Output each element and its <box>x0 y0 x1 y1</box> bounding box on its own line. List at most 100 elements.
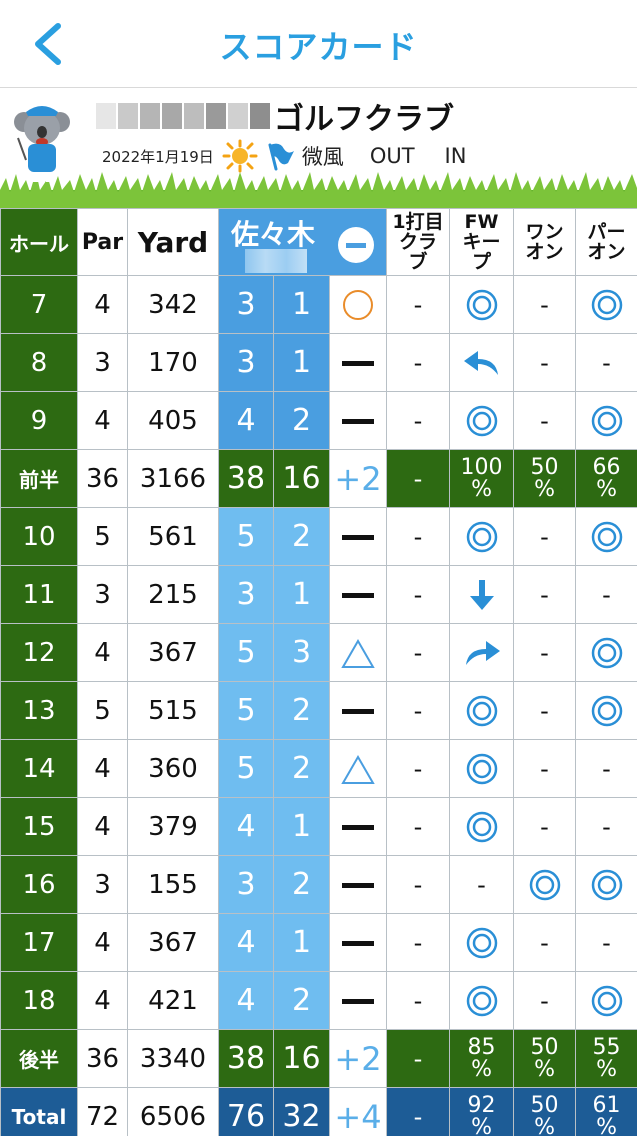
koala-mascot-icon <box>14 106 70 182</box>
first-club-cell[interactable]: - <box>386 507 451 566</box>
first-club-cell[interactable]: - <box>386 623 451 682</box>
score-mark <box>328 565 388 624</box>
strokes-value[interactable]: 3 <box>218 855 274 914</box>
first-club-cell[interactable]: - <box>386 275 451 334</box>
strokes-value[interactable]: 4 <box>218 797 274 856</box>
fw-keep-cell[interactable] <box>449 797 515 856</box>
strokes-value[interactable]: 5 <box>218 739 274 798</box>
one-on-cell[interactable]: - <box>513 971 577 1030</box>
hole-row[interactable]: 11 3 215 3 1- - - <box>0 565 637 624</box>
fw-keep-cell[interactable] <box>449 623 515 682</box>
par-on-cell[interactable] <box>575 275 637 334</box>
hole-row[interactable]: 15 4 379 4 1- - - <box>0 797 637 856</box>
strokes-value[interactable]: 3 <box>218 333 274 392</box>
putts-value[interactable]: 1 <box>273 333 330 392</box>
putts-value[interactable]: 2 <box>273 391 330 450</box>
strokes-value[interactable]: 5 <box>218 681 274 740</box>
fw-keep-cell[interactable] <box>449 333 515 392</box>
first-club-cell[interactable]: - <box>386 913 451 972</box>
one-on-cell[interactable]: - <box>513 797 577 856</box>
fw-keep-cell[interactable] <box>449 565 515 624</box>
hole-row[interactable]: 9 4 405 4 2- - <box>0 391 637 450</box>
first-club-cell[interactable]: - <box>386 971 451 1030</box>
putts-value[interactable]: 2 <box>273 507 330 566</box>
putts-value[interactable]: 1 <box>273 565 330 624</box>
one-on-cell[interactable]: - <box>513 391 577 450</box>
hole-row[interactable]: 7 4 342 3 1- - <box>0 275 637 334</box>
putts-value[interactable]: 3 <box>273 623 330 682</box>
par-on-cell[interactable] <box>575 507 637 566</box>
hole-row[interactable]: 14 4 360 5 2- - - <box>0 739 637 798</box>
first-club-cell[interactable]: - <box>386 565 451 624</box>
hole-row[interactable]: 13 5 515 5 2- - <box>0 681 637 740</box>
first-club-cell[interactable]: - <box>386 333 451 392</box>
putts-value[interactable]: 1 <box>273 797 330 856</box>
par-on-cell[interactable]: - <box>575 913 637 972</box>
putts-value[interactable]: 2 <box>273 855 330 914</box>
strokes-value[interactable]: 4 <box>218 391 274 450</box>
strokes-value[interactable]: 3 <box>218 275 274 334</box>
fw-keep-cell[interactable] <box>449 275 515 334</box>
one-on-cell[interactable]: - <box>513 507 577 566</box>
par-on-cell[interactable] <box>575 971 637 1030</box>
par-on-cell[interactable]: - <box>575 739 637 798</box>
one-on-cell[interactable]: - <box>513 739 577 798</box>
putts-value[interactable]: 1 <box>273 913 330 972</box>
par-on-cell[interactable] <box>575 681 637 740</box>
putts-value[interactable]: 1 <box>273 275 330 334</box>
strokes-value[interactable]: 5 <box>218 507 274 566</box>
strokes-value[interactable]: 4 <box>218 971 274 1030</box>
first-club-cell[interactable]: - <box>386 391 451 450</box>
fw-keep-cell[interactable] <box>449 391 515 450</box>
table-header-row: ホール Par Yard 佐々木 1打目 クラ ブ FW キー プ ワン オン <box>0 208 637 276</box>
hole-number: Total <box>0 1087 78 1136</box>
first-club-cell[interactable]: - <box>386 797 451 856</box>
par-on-cell[interactable] <box>575 855 637 914</box>
hole-number: 17 <box>0 913 78 972</box>
fw-keep-cell[interactable] <box>449 971 515 1030</box>
par-on-cell[interactable] <box>575 391 637 450</box>
one-on-cell[interactable]: - <box>513 623 577 682</box>
fw-keep-cell[interactable] <box>449 507 515 566</box>
fw-keep-cell[interactable]: - <box>449 855 515 914</box>
par-on-cell[interactable] <box>575 623 637 682</box>
first-club-summary: - <box>386 1087 451 1136</box>
hole-row[interactable]: 10 5 561 5 2- - <box>0 507 637 566</box>
par-on-value: - <box>602 754 611 783</box>
back-button[interactable] <box>22 18 72 70</box>
strokes-value[interactable]: 3 <box>218 565 274 624</box>
first-club-cell[interactable]: - <box>386 681 451 740</box>
par-on-cell[interactable]: - <box>575 333 637 392</box>
one-on-cell[interactable]: - <box>513 565 577 624</box>
par-on-cell[interactable]: - <box>575 565 637 624</box>
hole-number: 8 <box>0 333 78 392</box>
hole-row[interactable]: 16 3 155 3 2- - <box>0 855 637 914</box>
collapse-player-button[interactable] <box>338 227 375 263</box>
blurred-text <box>118 103 138 129</box>
summary-row: 前半 36 3166 38 16 +2-100% 50% 66% <box>0 449 637 508</box>
fw-keep-cell[interactable] <box>449 681 515 740</box>
strokes-value[interactable]: 4 <box>218 913 274 972</box>
fw-keep-cell[interactable] <box>449 913 515 972</box>
hole-row[interactable]: 12 4 367 5 3- - <box>0 623 637 682</box>
par-on-cell[interactable]: - <box>575 797 637 856</box>
wind-label: 微風 <box>301 145 344 169</box>
one-on-cell[interactable]: - <box>513 275 577 334</box>
one-on-cell[interactable]: - <box>513 333 577 392</box>
one-on-cell[interactable]: - <box>513 913 577 972</box>
hole-row[interactable]: 18 4 421 4 2- - <box>0 971 637 1030</box>
first-club-cell[interactable]: - <box>386 739 451 798</box>
putts-value[interactable]: 2 <box>273 739 330 798</box>
in-tab[interactable]: IN <box>444 144 467 168</box>
fw-keep-cell[interactable] <box>449 739 515 798</box>
hole-row[interactable]: 8 3 170 3 1- - - <box>0 333 637 392</box>
one-on-cell[interactable] <box>513 855 577 914</box>
one-on-cell[interactable]: - <box>513 681 577 740</box>
hole-row[interactable]: 17 4 367 4 1- - - <box>0 913 637 972</box>
strokes-value[interactable]: 5 <box>218 623 274 682</box>
first-club-cell[interactable]: - <box>386 855 451 914</box>
putts-value[interactable]: 2 <box>273 971 330 1030</box>
putts-value[interactable]: 2 <box>273 681 330 740</box>
blurred-text <box>250 103 270 129</box>
out-tab[interactable]: OUT <box>369 144 415 168</box>
